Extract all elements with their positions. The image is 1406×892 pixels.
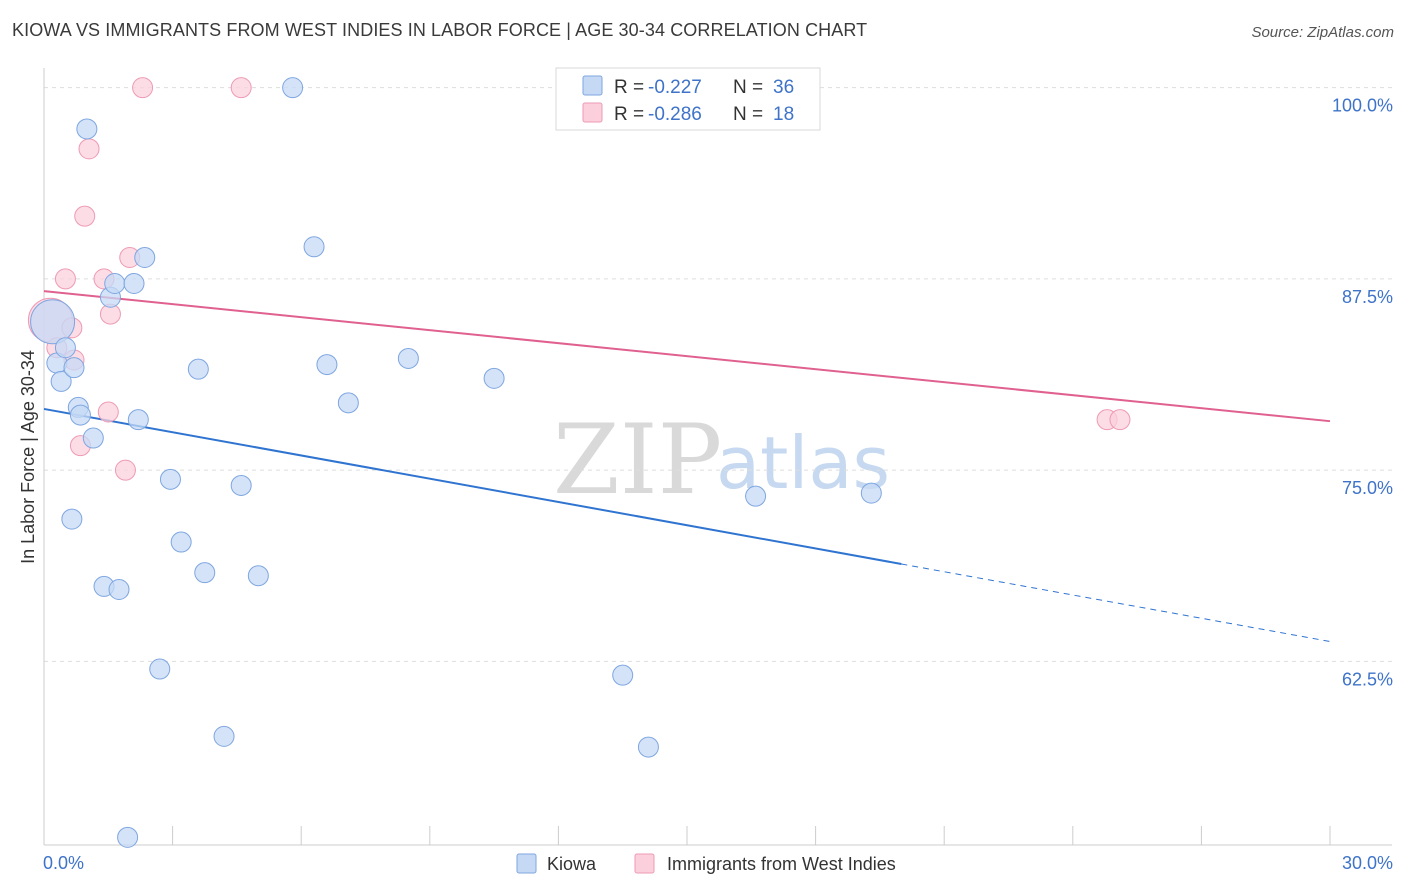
point-kiowa: [316, 354, 338, 376]
series-legend: Kiowa Immigrants from West Indies: [516, 853, 896, 874]
point-kiowa: [745, 485, 767, 507]
point-kiowa: [117, 826, 139, 848]
bottom-legend-west-indies: Immigrants from West Indies: [667, 854, 896, 874]
legend-r-label-pink: R =: [614, 104, 644, 125]
point-kiowa: [63, 357, 85, 379]
y-tick-label: 62.5%: [1342, 669, 1393, 689]
point-kiowa: [303, 236, 325, 258]
point-kiowa: [30, 299, 76, 345]
gridlines: [44, 87, 1392, 662]
watermark-zip: ZIP: [553, 404, 722, 516]
legend-swatch-pink: [582, 102, 603, 123]
point-kiowa: [134, 246, 156, 268]
point-kiowa: [612, 664, 634, 686]
point-kiowa: [194, 562, 216, 584]
point-kiowa: [159, 468, 181, 490]
legend-n-label-pink: N =: [733, 104, 763, 125]
trend-line-west-indies: [43, 290, 1331, 423]
trend-line-kiowa-projection: [901, 563, 1331, 643]
x-tick-min: 0.0%: [43, 853, 84, 873]
y-tick-label: 100.0%: [1332, 96, 1393, 116]
point-kiowa: [282, 77, 304, 99]
point-kiowa: [108, 578, 130, 600]
bottom-legend-swatch-kiowa: [516, 853, 537, 874]
bottom-legend-swatch-west-indies: [634, 853, 655, 874]
axes: [43, 68, 1392, 846]
point-kiowa: [76, 118, 98, 140]
point-west-indies: [97, 401, 119, 423]
correlation-legend: R = -0.227 N = 36 R = -0.286 N = 18: [555, 67, 821, 131]
watermark-atlas: atlas: [716, 421, 890, 505]
point-kiowa: [337, 392, 359, 414]
point-west-indies: [54, 268, 76, 290]
y-tick-label: 87.5%: [1342, 287, 1393, 307]
watermark: ZIP atlas: [553, 404, 890, 516]
point-west-indies: [114, 459, 136, 481]
legend-n-value-blue: 36: [773, 77, 794, 98]
point-kiowa: [61, 508, 83, 530]
point-west-indies: [132, 77, 154, 99]
bottom-legend-kiowa: Kiowa: [547, 854, 597, 874]
point-kiowa: [54, 337, 76, 359]
point-west-indies: [74, 205, 96, 227]
point-kiowa: [483, 367, 505, 389]
point-kiowa: [230, 474, 252, 496]
y-tick-label: 75.0%: [1342, 478, 1393, 498]
point-west-indies: [1109, 409, 1131, 431]
point-kiowa: [82, 427, 104, 449]
legend-r-value-blue: -0.227: [648, 77, 702, 98]
trend-line-kiowa: [43, 407, 902, 565]
x-tick-max: 30.0%: [1342, 853, 1393, 873]
point-kiowa: [104, 272, 126, 294]
y-tick-labels: 100.0% 87.5% 75.0% 62.5%: [1332, 96, 1393, 690]
point-kiowa: [187, 358, 209, 380]
legend-r-label-blue: R =: [614, 77, 644, 98]
legend-n-value-pink: 18: [773, 104, 794, 125]
chart-title: KIOWA VS IMMIGRANTS FROM WEST INDIES IN …: [12, 20, 868, 40]
point-west-indies: [78, 138, 100, 160]
point-west-indies: [230, 77, 252, 99]
point-kiowa: [69, 404, 91, 426]
data-points: [27, 77, 1131, 848]
trend-lines: [43, 290, 1331, 643]
point-kiowa: [127, 409, 149, 431]
point-kiowa: [213, 725, 235, 747]
point-kiowa: [397, 347, 419, 369]
legend-r-value-pink: -0.286: [648, 104, 702, 125]
point-kiowa: [247, 565, 269, 587]
point-kiowa: [50, 370, 72, 392]
legend-swatch-blue: [582, 75, 603, 96]
legend-n-label-blue: N =: [733, 77, 763, 98]
point-kiowa: [123, 272, 145, 294]
point-kiowa: [860, 482, 882, 504]
source-label: Source: ZipAtlas.com: [1251, 24, 1394, 41]
point-kiowa: [149, 658, 171, 680]
point-kiowa: [170, 531, 192, 553]
point-kiowa: [637, 736, 659, 758]
y-axis-label: In Labor Force | Age 30-34: [18, 350, 38, 564]
